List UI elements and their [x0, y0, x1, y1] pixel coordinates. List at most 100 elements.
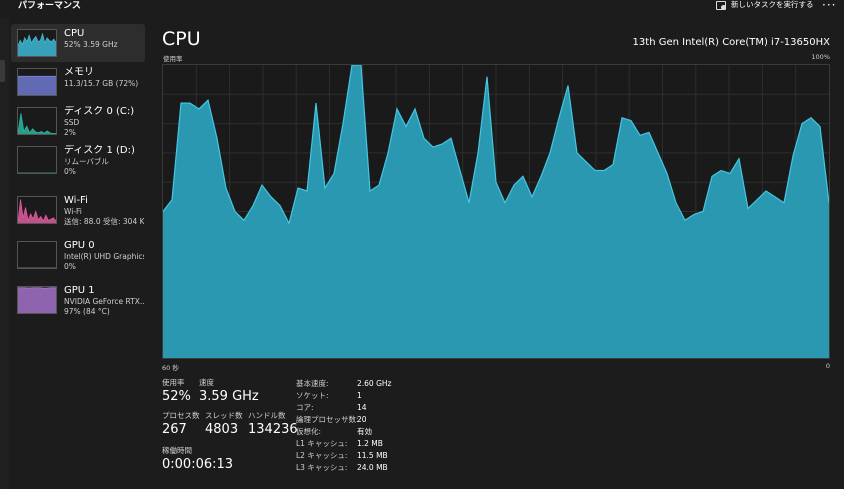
- uptime-stat: 稼働時間 0:00:06:13: [162, 446, 233, 473]
- spec-key: 仮想化:: [296, 427, 322, 436]
- spec-key: 基本速度:: [296, 379, 329, 388]
- gpu1-thumbnail-graph: [17, 286, 57, 314]
- sidebar-item-detail: Wi-Fi: [64, 207, 82, 216]
- spec-value: 1: [357, 391, 362, 400]
- spec-key: L3 キャッシュ:: [296, 463, 348, 472]
- sidebar-item-wifi[interactable]: Wi-Fi Wi-Fi 送信: 88.0 受信: 304 Kbps: [11, 191, 145, 229]
- spec-key: 論理プロセッサ数:: [296, 415, 359, 424]
- cpu-heading: CPU: [162, 28, 201, 50]
- sidebar-item-memory[interactable]: メモリ 11.3/15.7 GB (72%): [11, 63, 145, 101]
- spec-row-logical-processors: 論理プロセッサ数: 20: [296, 414, 416, 426]
- spec-value: 24.0 MB: [357, 463, 388, 472]
- sidebar-item-detail: 52% 3.59 GHz: [64, 40, 118, 49]
- cpu-thumbnail-line: [18, 32, 56, 46]
- disk0-thumbnail-area: [18, 113, 56, 134]
- wifi-thumbnail-line: [18, 199, 56, 222]
- disk0-thumbnail-line: [18, 113, 56, 134]
- spec-value: 有効: [357, 427, 372, 436]
- handles-label: ハンドル数: [248, 411, 286, 420]
- memory-thumbnail-graph: [17, 68, 57, 96]
- page-title: パフォーマンス: [18, 1, 81, 11]
- graph-time-start-label: 60 秒: [162, 364, 179, 372]
- processes-stat: プロセス数 267: [162, 411, 200, 438]
- spec-row-base-speed: 基本速度: 2.60 GHz: [296, 378, 416, 390]
- sidebar-item-detail: 11.3/15.7 GB (72%): [64, 79, 139, 88]
- nav-rail-selected-indicator: [0, 60, 5, 82]
- spec-row-l2-cache: L2 キャッシュ: 11.5 MB: [296, 450, 416, 462]
- performance-sidebar: CPU 52% 3.59 GHz メモリ 11.3/15.7 GB (72%) …: [9, 18, 145, 489]
- cpu-thumbnail-area: [18, 33, 56, 56]
- run-new-task-button[interactable]: 新しいタスクを実行する: [716, 0, 814, 10]
- threads-value: 4803: [205, 422, 239, 437]
- sidebar-item-detail-2: 0%: [64, 167, 76, 176]
- usage-stat: 使用率 52%: [162, 378, 191, 405]
- disk1-thumbnail-graph: [17, 146, 57, 174]
- threads-label: スレッド数: [205, 411, 243, 420]
- sidebar-item-detail-2: 送信: 88.0 受信: 304 Kbps: [64, 217, 144, 226]
- processes-value: 267: [162, 422, 187, 437]
- sidebar-item-detail-2: 97% (84 °C): [64, 307, 110, 316]
- sidebar-item-label: GPU 0: [64, 240, 95, 251]
- usage-value: 52%: [162, 389, 191, 404]
- spec-key: ソケット:: [296, 391, 329, 400]
- uptime-label: 稼働時間: [162, 446, 192, 455]
- cpu-usage-chart: [163, 65, 829, 358]
- nav-rail: [0, 18, 9, 489]
- uptime-value: 0:00:06:13: [162, 457, 234, 472]
- spec-value: 14: [357, 403, 367, 412]
- spec-key: コア:: [296, 403, 314, 412]
- speed-value: 3.59 GHz: [199, 389, 259, 404]
- graph-max-label: 100%: [811, 53, 830, 61]
- sidebar-item-label: GPU 1: [64, 285, 95, 296]
- sidebar-item-label: ディスク 0 (C:): [64, 106, 135, 117]
- sidebar-item-disk-0[interactable]: ディスク 0 (C:) SSD 2%: [11, 102, 145, 140]
- spec-value: 11.5 MB: [357, 451, 388, 460]
- graph-time-end-label: 0: [825, 362, 830, 370]
- spec-row-virtualization: 仮想化: 有効: [296, 426, 416, 438]
- disk0-thumbnail-graph: [17, 107, 57, 135]
- graph-usage-label: 使用率: [163, 55, 183, 63]
- sidebar-item-cpu[interactable]: CPU 52% 3.59 GHz: [11, 24, 145, 62]
- sidebar-item-gpu-0[interactable]: GPU 0 Intel(R) UHD Graphics 0%: [11, 236, 145, 274]
- cpu-usage-area: [163, 65, 829, 358]
- processes-label: プロセス数: [162, 411, 200, 420]
- sidebar-item-detail-2: 2%: [64, 128, 76, 137]
- spec-value: 20: [357, 415, 367, 424]
- gpu0-thumbnail-graph: [17, 241, 57, 269]
- handles-stat: ハンドル数 134236: [248, 411, 298, 438]
- gpu1-thumbnail-line: [18, 287, 56, 289]
- run-new-task-label: 新しいタスクを実行する: [731, 0, 814, 9]
- spec-row-l3-cache: L3 キャッシュ: 24.0 MB: [296, 462, 416, 474]
- spec-row-cores: コア: 14: [296, 402, 416, 414]
- sidebar-item-detail-2: 0%: [64, 262, 76, 271]
- handles-value: 134236: [248, 422, 298, 437]
- spec-key: L1 キャッシュ:: [296, 439, 348, 448]
- sidebar-item-label: ディスク 1 (D:): [64, 145, 135, 156]
- more-options-button[interactable]: ···: [822, 0, 837, 12]
- cpu-thumbnail-graph: [17, 29, 57, 57]
- speed-stat: 速度 3.59 GHz: [199, 378, 259, 405]
- spec-row-l1-cache: L1 キャッシュ: 1.2 MB: [296, 438, 416, 450]
- spec-row-sockets: ソケット: 1: [296, 390, 416, 402]
- wifi-thumbnail-graph: [17, 196, 57, 224]
- sidebar-item-gpu-1[interactable]: GPU 1 NVIDIA GeForce RTX... 97% (84 °C): [11, 281, 145, 319]
- cpu-detail-panel: CPU 13th Gen Intel(R) Core(TM) i7-13650H…: [145, 18, 844, 489]
- memory-thumbnail-area: [18, 76, 56, 95]
- title-bar: パフォーマンス 新しいタスクを実行する ···: [0, 0, 844, 18]
- sidebar-item-label: メモリ: [64, 67, 94, 78]
- sidebar-item-detail: SSD: [64, 118, 80, 127]
- usage-label: 使用率: [162, 378, 185, 387]
- spec-value: 2.60 GHz: [357, 379, 392, 388]
- threads-stat: スレッド数 4803: [205, 411, 243, 438]
- cpu-usage-line: [163, 65, 829, 225]
- sidebar-item-detail: リムーバブル: [64, 157, 109, 166]
- sidebar-item-detail: NVIDIA GeForce RTX...: [64, 297, 144, 306]
- spec-value: 1.2 MB: [357, 439, 383, 448]
- speed-label: 速度: [199, 378, 214, 387]
- spec-key: L2 キャッシュ:: [296, 451, 348, 460]
- sidebar-item-disk-1[interactable]: ディスク 1 (D:) リムーバブル 0%: [11, 141, 145, 179]
- cpu-model-name: 13th Gen Intel(R) Core(TM) i7-13650HX: [632, 37, 830, 48]
- sidebar-item-label: Wi-Fi: [64, 195, 88, 206]
- sidebar-item-label: CPU: [64, 28, 85, 39]
